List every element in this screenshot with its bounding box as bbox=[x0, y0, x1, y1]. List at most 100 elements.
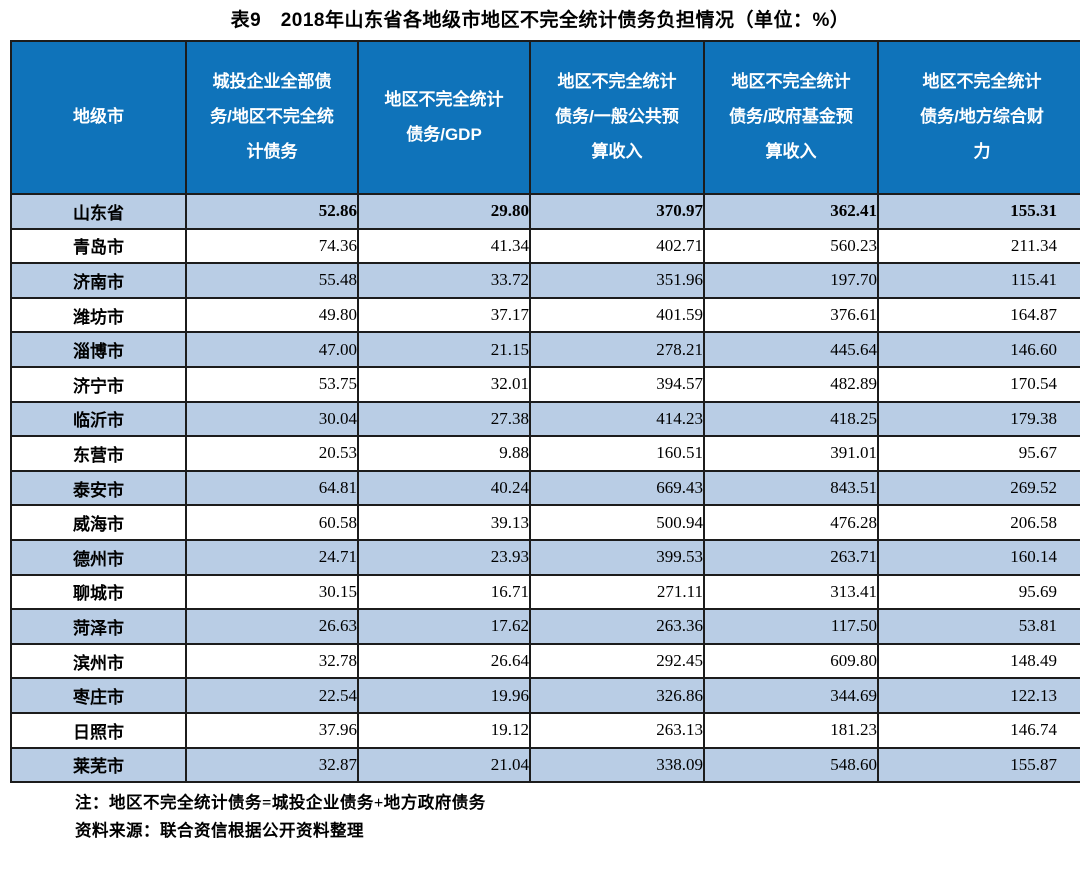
value-cell: 326.86 bbox=[529, 677, 705, 714]
city-cell: 菏泽市 bbox=[10, 608, 187, 645]
value-cell: 843.51 bbox=[703, 469, 879, 507]
value-cell: 160.51 bbox=[529, 435, 705, 472]
value-cell: 19.12 bbox=[357, 711, 531, 749]
value-cell: 26.63 bbox=[185, 608, 359, 645]
table-row: 威海市 60.58 39.13 500.94 476.28 206.58 bbox=[10, 504, 1080, 541]
table-row: 济宁市 53.75 32.01 394.57 482.89 170.54 bbox=[10, 365, 1080, 403]
value-cell: 197.70 bbox=[703, 262, 879, 299]
value-cell: 351.96 bbox=[529, 262, 705, 299]
table-row: 东营市 20.53 9.88 160.51 391.01 95.67 bbox=[10, 435, 1080, 472]
value-cell: 269.52 bbox=[877, 469, 1080, 507]
note-source: 资料来源：联合资信根据公开资料整理 bbox=[75, 821, 364, 841]
value-cell: 146.74 bbox=[877, 711, 1080, 749]
value-cell: 29.80 bbox=[357, 193, 531, 230]
value-cell: 30.15 bbox=[185, 573, 359, 611]
value-cell: 402.71 bbox=[529, 227, 705, 265]
table-row: 济南市 55.48 33.72 351.96 197.70 115.41 bbox=[10, 262, 1080, 299]
table-row: 淄博市 47.00 21.15 278.21 445.64 146.60 bbox=[10, 331, 1080, 368]
table-row: 青岛市 74.36 41.34 402.71 560.23 211.34 bbox=[10, 227, 1080, 265]
value-cell: 500.94 bbox=[529, 504, 705, 541]
value-cell: 53.81 bbox=[877, 608, 1080, 645]
value-cell: 27.38 bbox=[357, 400, 531, 438]
value-cell: 181.23 bbox=[703, 711, 879, 749]
value-cell: 21.04 bbox=[357, 746, 531, 784]
value-cell: 344.69 bbox=[703, 677, 879, 714]
value-cell: 560.23 bbox=[703, 227, 879, 265]
header-row: 地级市 城投企业全部债务/地区不完全统计债务 地区不完全统计债务/GDP 地区不完全统… bbox=[10, 40, 1080, 195]
value-cell: 338.09 bbox=[529, 746, 705, 784]
value-cell: 370.97 bbox=[529, 193, 705, 230]
value-cell: 211.34 bbox=[877, 227, 1080, 265]
value-cell: 179.38 bbox=[877, 400, 1080, 438]
value-cell: 292.45 bbox=[529, 642, 705, 680]
value-cell: 263.36 bbox=[529, 608, 705, 645]
value-cell: 263.13 bbox=[529, 711, 705, 749]
value-cell: 160.14 bbox=[877, 538, 1080, 576]
value-cell: 33.72 bbox=[357, 262, 531, 299]
value-cell: 117.50 bbox=[703, 608, 879, 645]
value-cell: 47.00 bbox=[185, 331, 359, 368]
value-cell: 394.57 bbox=[529, 365, 705, 403]
city-cell: 临沂市 bbox=[10, 400, 187, 438]
city-cell: 日照市 bbox=[10, 711, 187, 749]
value-cell: 19.96 bbox=[357, 677, 531, 714]
column-header: 地区不完全统计债务/GDP bbox=[357, 40, 531, 195]
table-row: 泰安市 64.81 40.24 669.43 843.51 269.52 bbox=[10, 469, 1080, 507]
value-cell: 482.89 bbox=[703, 365, 879, 403]
city-cell: 济南市 bbox=[10, 262, 187, 299]
table-row: 枣庄市 22.54 19.96 326.86 344.69 122.13 bbox=[10, 677, 1080, 714]
note-definition: 注：地区不完全统计债务=城投企业债务+地方政府债务 bbox=[75, 793, 486, 813]
value-cell: 115.41 bbox=[877, 262, 1080, 299]
value-cell: 22.54 bbox=[185, 677, 359, 714]
value-cell: 669.43 bbox=[529, 469, 705, 507]
value-cell: 155.31 bbox=[877, 193, 1080, 230]
value-cell: 609.80 bbox=[703, 642, 879, 680]
city-cell: 滨州市 bbox=[10, 642, 187, 680]
value-cell: 64.81 bbox=[185, 469, 359, 507]
value-cell: 9.88 bbox=[357, 435, 531, 472]
table-row: 菏泽市 26.63 17.62 263.36 117.50 53.81 bbox=[10, 608, 1080, 645]
table-notes: 注：地区不完全统计债务=城投企业债务+地方政府债务 资料来源：联合资信根据公开资… bbox=[75, 789, 1080, 845]
table-row: 临沂市 30.04 27.38 414.23 418.25 179.38 bbox=[10, 400, 1080, 438]
value-cell: 263.71 bbox=[703, 538, 879, 576]
value-cell: 445.64 bbox=[703, 331, 879, 368]
city-cell: 莱芜市 bbox=[10, 746, 187, 784]
value-cell: 278.21 bbox=[529, 331, 705, 368]
value-cell: 41.34 bbox=[357, 227, 531, 265]
city-cell: 德州市 bbox=[10, 538, 187, 576]
column-header: 地级市 bbox=[10, 40, 187, 195]
value-cell: 399.53 bbox=[529, 538, 705, 576]
value-cell: 37.17 bbox=[357, 296, 531, 334]
table-row: 滨州市 32.78 26.64 292.45 609.80 148.49 bbox=[10, 642, 1080, 680]
table-header: 地级市 城投企业全部债务/地区不完全统计债务 地区不完全统计债务/GDP 地区不完全统… bbox=[10, 40, 1080, 195]
city-cell: 泰安市 bbox=[10, 469, 187, 507]
city-cell: 东营市 bbox=[10, 435, 187, 472]
value-cell: 23.93 bbox=[357, 538, 531, 576]
value-cell: 55.48 bbox=[185, 262, 359, 299]
value-cell: 414.23 bbox=[529, 400, 705, 438]
table-title: 表9 2018年山东省各地级市地区不完全统计债务负担情况（单位：%） bbox=[230, 10, 850, 31]
city-cell: 潍坊市 bbox=[10, 296, 187, 334]
value-cell: 391.01 bbox=[703, 435, 879, 472]
city-cell: 淄博市 bbox=[10, 331, 187, 368]
value-cell: 26.64 bbox=[357, 642, 531, 680]
table-row: 德州市 24.71 23.93 399.53 263.71 160.14 bbox=[10, 538, 1080, 576]
city-cell: 山东省 bbox=[10, 193, 187, 230]
debt-burden-table: 地级市 城投企业全部债务/地区不完全统计债务 地区不完全统计债务/GDP 地区不完全统… bbox=[10, 40, 1080, 784]
value-cell: 271.11 bbox=[529, 573, 705, 611]
city-cell: 威海市 bbox=[10, 504, 187, 541]
value-cell: 95.69 bbox=[877, 573, 1080, 611]
value-cell: 155.87 bbox=[877, 746, 1080, 784]
table-body: 山东省 52.86 29.80 370.97 362.41 155.31 青岛市 74.36 4… bbox=[10, 193, 1080, 784]
value-cell: 37.96 bbox=[185, 711, 359, 749]
value-cell: 32.87 bbox=[185, 746, 359, 784]
column-header: 地区不完全统计债务/地方综合财力 bbox=[877, 40, 1080, 195]
value-cell: 148.49 bbox=[877, 642, 1080, 680]
value-cell: 52.86 bbox=[185, 193, 359, 230]
value-cell: 20.53 bbox=[185, 435, 359, 472]
city-cell: 青岛市 bbox=[10, 227, 187, 265]
value-cell: 74.36 bbox=[185, 227, 359, 265]
value-cell: 32.01 bbox=[357, 365, 531, 403]
city-cell: 济宁市 bbox=[10, 365, 187, 403]
